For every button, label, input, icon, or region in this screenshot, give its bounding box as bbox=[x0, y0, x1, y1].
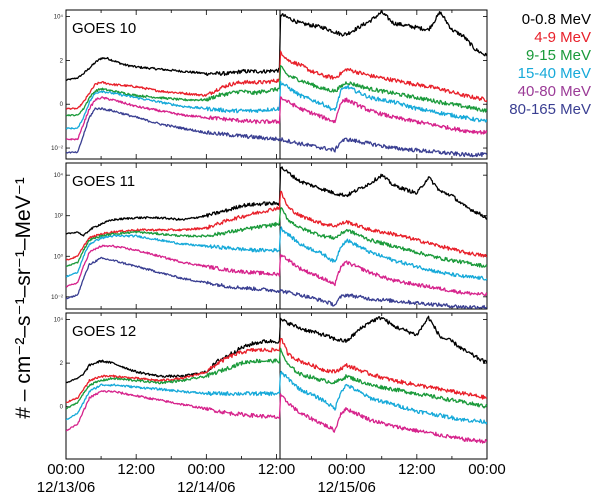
y-tick-label: 10⁴ bbox=[54, 172, 64, 179]
y-axis-label: # – cm⁻²–s⁻¹–sr⁻¹–MeV⁻¹ bbox=[12, 177, 35, 419]
panels-layer: 10⁴ 2 0 10⁻² GOES 10 10⁴ 10² 10⁰ 10⁻² GOES 11 10⁴ 2… bbox=[51, 9, 488, 460]
series-group bbox=[66, 10, 487, 158]
series-line-4-9-mev bbox=[66, 190, 487, 261]
x-date-label: 12/14/06 bbox=[177, 479, 235, 496]
series-line-4-9-mev bbox=[66, 337, 487, 404]
panel-goes-10: 10⁴ 2 0 10⁻² GOES 10 bbox=[51, 9, 488, 160]
series-group bbox=[66, 315, 487, 444]
y-tick-label: 0 bbox=[60, 405, 64, 411]
series-line-15-40-mev bbox=[66, 370, 487, 425]
legend-entry: 9-15 MeV bbox=[526, 47, 591, 64]
series-line-0-0-8-mev bbox=[66, 166, 487, 237]
series-line-9-15-mev bbox=[66, 65, 487, 117]
legend-entry: 15-40 MeV bbox=[518, 65, 591, 82]
x-tick-label: 00:00 bbox=[468, 461, 506, 478]
series-line-40-80-mev bbox=[66, 390, 487, 444]
x-tick-label: 12:00 bbox=[117, 461, 155, 478]
x-tick-label: 12:00 bbox=[258, 461, 296, 478]
x-tick-label: 00:00 bbox=[47, 461, 85, 478]
legend-entry: 80-165 MeV bbox=[509, 101, 591, 118]
x-tick-label: 00:00 bbox=[188, 461, 226, 478]
panel-title: GOES 11 bbox=[72, 173, 135, 190]
y-tick-label: 2 bbox=[60, 361, 64, 367]
legend-entry: 4-9 MeV bbox=[534, 29, 591, 46]
panel-title: GOES 12 bbox=[72, 323, 136, 340]
series-line-15-40-mev bbox=[66, 80, 487, 130]
series-line-40-80-mev bbox=[66, 244, 487, 297]
series-line-4-9-mev bbox=[66, 50, 487, 110]
series-line-9-15-mev bbox=[66, 207, 487, 268]
legend-entry: 40-80 MeV bbox=[518, 83, 591, 100]
x-date-label: 12/13/06 bbox=[37, 479, 95, 496]
x-tick-label: 00:00 bbox=[328, 461, 366, 478]
panel-goes-11: 10⁴ 10² 10⁰ 10⁻² GOES 11 bbox=[51, 162, 488, 310]
series-group bbox=[66, 166, 487, 309]
series-line-0-0-8-mev bbox=[66, 315, 487, 384]
series-line-80-165-mev bbox=[66, 256, 487, 309]
x-axis: 00:00 12:00 00:00 12:00 00:00 12:00 00:0012/13… bbox=[37, 461, 506, 496]
y-tick-label: 10⁴ bbox=[54, 317, 64, 324]
series-line-80-165-mev bbox=[66, 107, 487, 158]
x-tick-label: 12:00 bbox=[398, 461, 436, 478]
y-tick-label: 10⁻² bbox=[51, 146, 63, 152]
x-date-label: 12/15/06 bbox=[317, 479, 375, 496]
legend-entry: 0-0.8 MeV bbox=[522, 11, 591, 28]
panel-goes-12: 10⁴ 2 0 GOES 12 bbox=[54, 312, 488, 460]
y-tick-label: 10⁴ bbox=[54, 14, 64, 21]
y-tick-label: 10² bbox=[54, 214, 63, 220]
y-tick-label: 10⁻² bbox=[51, 295, 63, 301]
y-tick-label: 2 bbox=[60, 58, 64, 64]
series-line-15-40-mev bbox=[66, 226, 487, 281]
series-line-9-15-mev bbox=[66, 347, 487, 410]
panel-title: GOES 10 bbox=[72, 20, 136, 37]
y-tick-label: 0 bbox=[60, 102, 64, 108]
series-line-0-0-8-mev bbox=[66, 10, 487, 81]
series-line-40-80-mev bbox=[66, 96, 487, 141]
y-tick-label: 10⁰ bbox=[54, 253, 64, 260]
